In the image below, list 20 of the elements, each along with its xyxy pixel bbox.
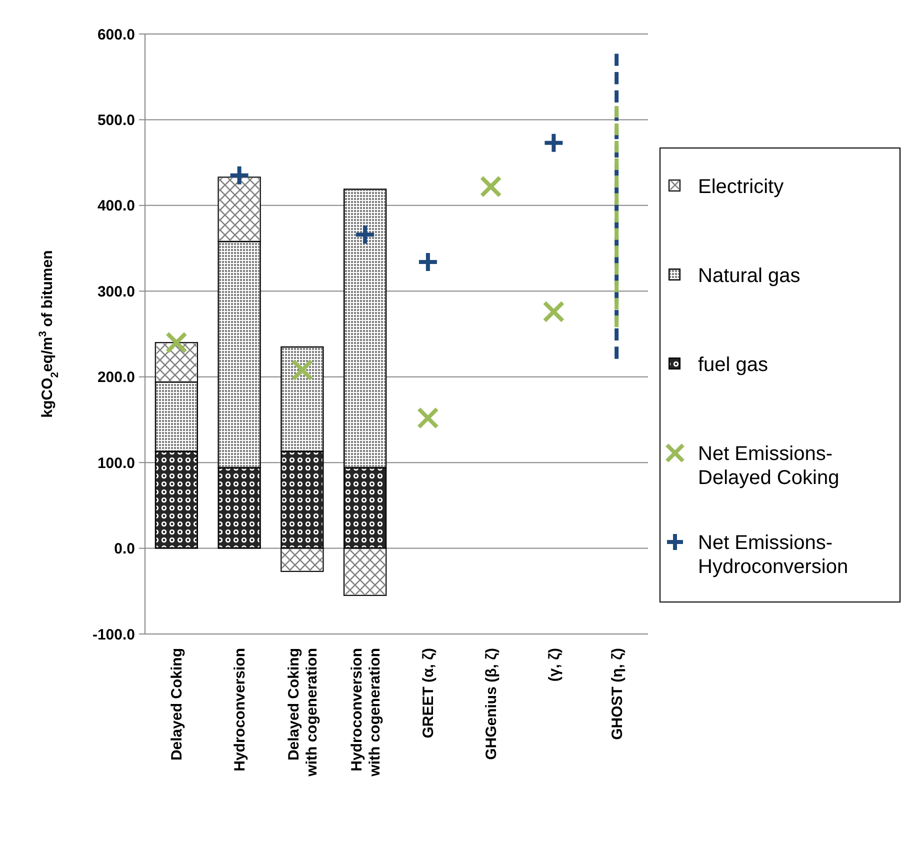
x-tick-label: Delayed Coking with cogeneration bbox=[285, 648, 320, 778]
x-tick-label: Delayed Coking bbox=[168, 648, 186, 761]
y-tick-label: 600.0 bbox=[97, 26, 135, 44]
x-tick-label: (γ, ζ) bbox=[546, 648, 563, 682]
y-tick-label: 100.0 bbox=[97, 454, 135, 472]
y-tick-label: 200.0 bbox=[97, 369, 135, 386]
x-tick-label: GHOST (η, ζ) bbox=[608, 648, 626, 740]
y-tick-label: -100.0 bbox=[92, 626, 135, 644]
y-tick-label: 500.0 bbox=[97, 112, 135, 129]
legend-label: Net Emissions-Hydroconversion bbox=[698, 532, 848, 578]
x-tick-label: Hydroconversion bbox=[232, 648, 249, 772]
x-tick-label: GHGenius (β, ζ) bbox=[483, 648, 500, 760]
legend-label: Net Emissions-Delayed Coking bbox=[698, 443, 840, 489]
x-tick-label: GREET (α, ζ) bbox=[420, 648, 438, 738]
legend-label: fuel gas bbox=[698, 354, 768, 376]
legend-label: Natural gas bbox=[698, 265, 800, 287]
y-tick-label: 400.0 bbox=[97, 198, 135, 215]
y-tick-label: 0.0 bbox=[114, 540, 135, 558]
legend-label: Electricity bbox=[698, 176, 784, 198]
y-tick-label: 300.0 bbox=[97, 283, 135, 300]
